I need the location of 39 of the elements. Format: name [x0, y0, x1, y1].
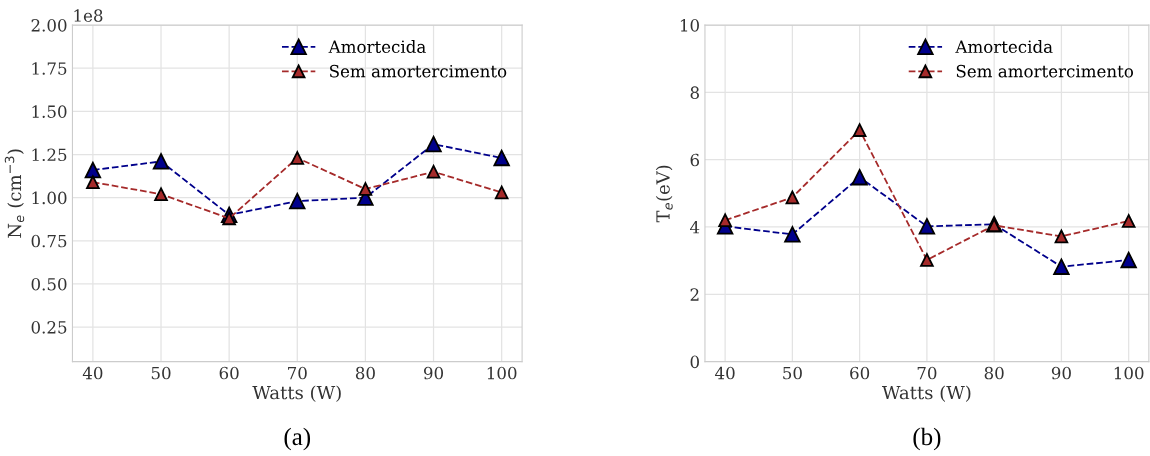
x-tick-label: 60	[219, 366, 239, 380]
x-tick-label: 40	[82, 366, 103, 380]
x-tick-label: 80	[984, 366, 1004, 380]
y-tick-label: 0.50	[31, 277, 67, 291]
x-tick-label: 90	[423, 366, 444, 380]
y-tick-label: 0.75	[31, 234, 67, 248]
y-axis-title: T$_{e}$(eV)	[655, 165, 673, 223]
x-axis-title: Watts (W)	[252, 385, 341, 402]
legend-label: Sem amortercimento	[330, 64, 507, 78]
y-axis-title: N$_{e}$ (cm$^{−3}$)	[4, 149, 25, 238]
legend-label: Amortecida	[955, 40, 1053, 53]
x-tick-label: 50	[783, 366, 802, 380]
x-tick-label: 70	[288, 366, 307, 380]
x-axis-title: Watts (W)	[882, 385, 971, 402]
legend-label: Sem amortercimento	[956, 64, 1134, 78]
legend-label: Amortecida	[328, 40, 426, 53]
y-tick-label: 10	[680, 19, 699, 32]
y-tick-label: 1.75	[32, 62, 67, 75]
y-tick-label: 1.25	[32, 148, 67, 162]
y-tick-label: 1.50	[32, 105, 67, 118]
x-tick-label: 60	[850, 366, 870, 380]
x-tick-label: 80	[355, 366, 375, 380]
y-tick-label: 0	[690, 355, 699, 369]
y-tick-label: 1.00	[32, 191, 67, 205]
x-tick-label: 100	[1114, 366, 1144, 380]
x-tick-label: 50	[151, 366, 171, 380]
text: (b)	[913, 427, 941, 451]
y-tick-label: 2.00	[31, 19, 67, 32]
text: 1e8	[74, 9, 103, 22]
y-tick-label: 2	[690, 288, 699, 301]
x-tick-label: 100	[487, 366, 517, 380]
y-tick-label: 6	[690, 153, 700, 167]
y-tick-label: 4	[690, 220, 700, 234]
x-tick-label: 90	[1051, 366, 1071, 380]
text: (a)	[284, 427, 311, 451]
x-tick-label: 70	[917, 366, 937, 380]
x-tick-label: 40	[715, 366, 735, 380]
y-tick-label: 8	[690, 86, 699, 99]
y-tick-label: 0.25	[31, 321, 67, 334]
